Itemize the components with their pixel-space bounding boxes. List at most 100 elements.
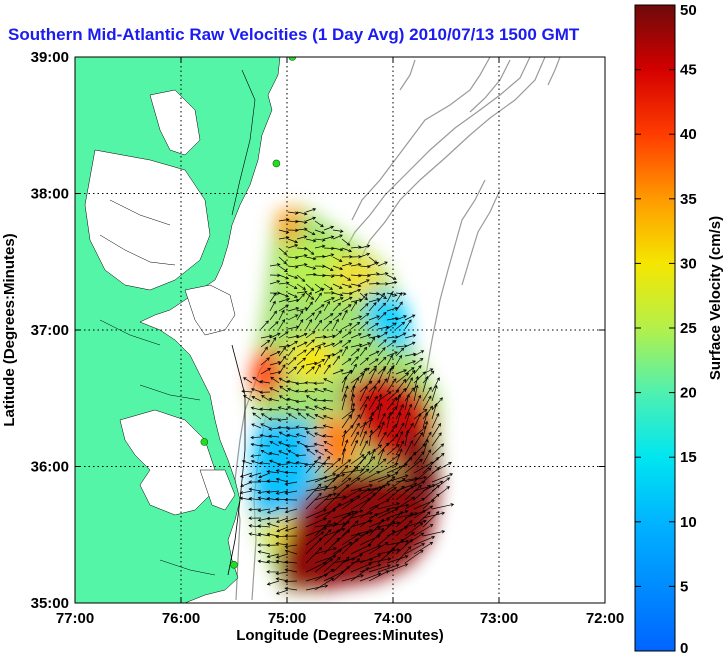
velocity-vector <box>413 384 419 402</box>
velocity-vector <box>368 385 377 402</box>
velocity-vector <box>368 272 380 276</box>
velocity-vector <box>386 555 409 564</box>
velocity-vector <box>395 369 408 375</box>
velocity-vector <box>359 357 369 366</box>
velocity-vector <box>422 370 435 384</box>
velocity-vector <box>368 302 377 312</box>
velocity-vector <box>395 291 403 303</box>
velocity-vector <box>275 589 289 595</box>
velocity-vector <box>368 322 379 330</box>
velocity-vector <box>377 356 387 366</box>
velocity-field <box>239 205 455 595</box>
velocity-vector <box>248 472 262 478</box>
velocity-vector <box>305 208 317 213</box>
velocity-vector <box>269 321 279 330</box>
velocity-vector <box>350 384 356 402</box>
velocity-vector <box>395 430 404 447</box>
velocity-vector <box>323 503 342 519</box>
velocity-vector <box>296 349 307 357</box>
velocity-vector <box>359 527 382 537</box>
velocity-vector <box>350 245 362 249</box>
velocity-vector <box>377 462 399 474</box>
velocity-vector <box>286 433 298 438</box>
velocity-vector <box>413 371 427 384</box>
velocity-vector <box>368 557 392 564</box>
velocity-vector <box>359 385 368 402</box>
velocity-vector <box>404 522 424 537</box>
velocity-vector <box>266 543 280 548</box>
velocity-vector <box>386 322 397 330</box>
velocity-vector <box>431 402 438 420</box>
velocity-vector <box>260 320 269 330</box>
velocity-vector <box>260 339 271 348</box>
velocity-vector <box>395 448 403 465</box>
velocity-vector <box>248 487 262 492</box>
velocity-vector <box>332 369 344 375</box>
velocity-vector <box>260 357 270 366</box>
velocity-vector <box>359 395 369 411</box>
station-marker <box>200 438 209 446</box>
velocity-vector <box>395 512 414 528</box>
velocity-vector <box>377 563 400 573</box>
velocity-vector <box>368 474 391 483</box>
x-tick-labels: 77:00 76:00 75:00 74:00 73:00 72:00 <box>56 610 624 627</box>
velocity-vector <box>248 480 261 484</box>
velocity-vector <box>413 511 431 528</box>
velocity-vector <box>404 314 416 321</box>
velocity-vector <box>305 216 317 222</box>
velocity-vector <box>305 330 316 339</box>
station-marker <box>272 159 281 168</box>
x-axis-label: Longitude (Degrees:Minutes) <box>236 627 444 644</box>
velocity-vector <box>368 367 377 384</box>
velocity-vector <box>350 511 374 519</box>
velocity-vector <box>296 341 308 348</box>
velocity-vector <box>250 435 262 440</box>
velocity-vector <box>422 411 429 429</box>
velocity-vector <box>404 360 416 366</box>
velocity-vector <box>413 412 422 429</box>
velocity-vector <box>268 451 280 456</box>
velocity-vector <box>296 310 304 321</box>
velocity-vector <box>377 412 386 429</box>
velocity-vector <box>313 381 325 386</box>
velocity-vector <box>287 314 299 321</box>
velocity-vector <box>368 499 390 510</box>
velocity-vector <box>323 291 335 295</box>
velocity-vector <box>250 454 262 458</box>
velocity-vector <box>278 297 291 303</box>
y-tick-label: 38:00 <box>31 186 69 203</box>
velocity-vector <box>431 443 445 456</box>
velocity-vector <box>305 561 327 573</box>
velocity-vector <box>386 351 398 357</box>
velocity-vector <box>359 513 379 528</box>
velocity-vector <box>422 493 440 510</box>
velocity-vector <box>341 375 348 393</box>
velocity-vector <box>287 450 298 456</box>
velocity-vector <box>350 488 371 501</box>
velocity-vector <box>413 357 424 366</box>
velocity-vector <box>413 431 423 447</box>
velocity-vector <box>287 307 300 312</box>
velocity-vector <box>377 402 383 420</box>
velocity-vector <box>305 366 315 375</box>
velocity-vector <box>386 274 397 280</box>
velocity-vector <box>275 553 289 559</box>
velocity-vector <box>350 273 362 278</box>
velocity-vector <box>350 562 372 573</box>
velocity-vector <box>269 459 280 465</box>
velocity-vector <box>368 336 375 348</box>
velocity-vector <box>350 422 360 438</box>
velocity-vector <box>377 325 390 330</box>
velocity-vector <box>350 393 356 411</box>
velocity-vector <box>404 440 413 456</box>
velocity-vector <box>368 518 391 528</box>
velocity-vector <box>350 431 359 447</box>
velocity-vector <box>404 369 416 384</box>
velocity-vector <box>341 520 359 537</box>
velocity-vector <box>332 477 352 492</box>
velocity-vector <box>350 315 363 321</box>
velocity-vector <box>377 472 399 483</box>
velocity-vector <box>404 429 410 447</box>
velocity-vector <box>377 521 396 537</box>
velocity-vector <box>359 292 368 301</box>
